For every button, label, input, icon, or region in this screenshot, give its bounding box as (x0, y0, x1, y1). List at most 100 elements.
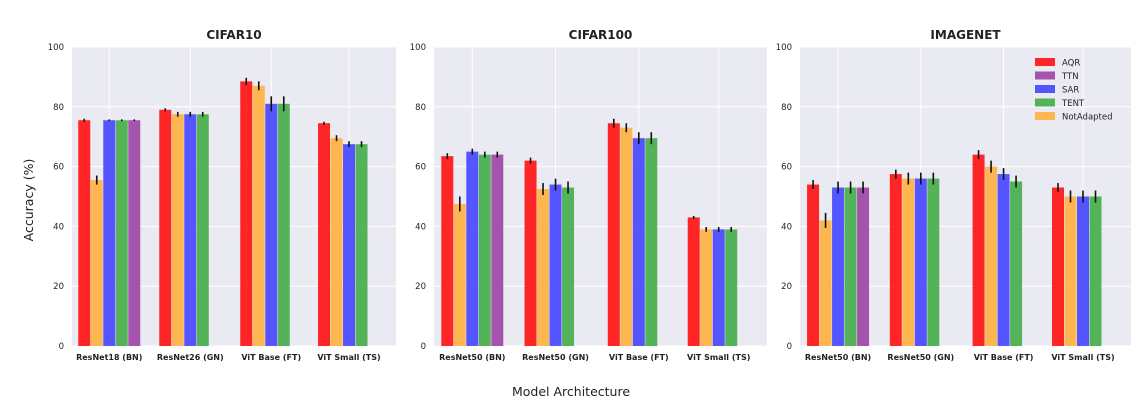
bar-aqr (441, 156, 454, 346)
bar-tent (196, 114, 209, 347)
y-tick-label: 0 (787, 342, 792, 352)
legend: AQR TTN SAR TENT NotAdapted (1035, 58, 1113, 123)
bar-aqr (889, 174, 902, 346)
bar-notadapted (902, 178, 915, 346)
x-tick-label: ViT Base (FT) (609, 353, 669, 362)
y-tick-label: 100 (410, 43, 426, 53)
legend-swatch-aqr (1035, 58, 1055, 66)
y-tick-label: 0 (59, 342, 64, 352)
bar-ttn (128, 120, 141, 346)
x-tick-label: ViT Small (TS) (687, 353, 750, 362)
bar-aqr (524, 160, 537, 346)
y-tick-label: 20 (53, 282, 64, 292)
y-tick-label: 40 (415, 222, 426, 232)
bar-notadapted (453, 203, 466, 346)
y-tick-label: 20 (415, 282, 426, 292)
bar-notadapted (985, 166, 998, 346)
panel-cifar100: 0 20 40 60 80 100 ResNet50 (BN) ResNet50 (GN) Vi… (410, 28, 767, 362)
bar-sar (549, 184, 562, 346)
bar-aqr (159, 109, 172, 346)
bar-tent (725, 229, 738, 346)
bar-tent (562, 187, 575, 346)
y-tick-label: 100 (776, 43, 792, 53)
x-tick-label: ResNet50 (BN) (805, 353, 871, 362)
x-tick-label: ResNet50 (BN) (439, 353, 505, 362)
bar-sar (184, 114, 197, 347)
bar-tent (1089, 196, 1102, 346)
bar-tent (277, 103, 290, 346)
bar-aqr (240, 81, 253, 346)
x-tick-label: ViT Base (FT) (241, 353, 301, 362)
bar-aqr (807, 184, 820, 346)
bar-sar (343, 144, 356, 346)
x-tick-label: ResNet50 (GN) (522, 353, 589, 362)
panel-title: CIFAR10 (206, 28, 261, 42)
bar-sar (103, 120, 116, 346)
bar-notadapted (171, 114, 184, 347)
legend-swatch-notadapted (1035, 112, 1055, 120)
x-tick-label: ResNet18 (BN) (76, 353, 142, 362)
x-tick-label: ResNet26 (GN) (157, 353, 224, 362)
bar-tent (844, 187, 857, 346)
y-tick-label: 20 (781, 282, 792, 292)
legend-label-notadapted: NotAdapted (1062, 113, 1113, 123)
legend-label-tent: TENT (1061, 99, 1085, 109)
bar-aqr (318, 123, 331, 347)
legend-swatch-ttn (1035, 71, 1055, 80)
bar-notadapted (90, 180, 103, 346)
y-tick-label: 40 (53, 222, 64, 232)
bar-notadapted (1064, 196, 1077, 346)
bar-sar (712, 229, 725, 346)
bar-ttn (491, 154, 504, 346)
bar-notadapted (700, 229, 713, 346)
bar-sar (997, 174, 1010, 346)
bar-tent (645, 138, 658, 346)
y-tick-label: 60 (781, 163, 792, 173)
legend-label-aqr: AQR (1062, 59, 1080, 69)
y-tick-label: 40 (781, 222, 792, 232)
bar-sar (1077, 196, 1090, 346)
panel-cifar10: 0 20 40 60 80 100 ResNet18 (BN) ResNet26 (GN) Vi… (48, 28, 396, 362)
bar-tent (927, 178, 940, 346)
bar-aqr (1052, 187, 1065, 346)
panel-imagenet: 0 20 40 60 80 100 ResNet50 (BN) ResNet50 (GN) Vi… (776, 28, 1131, 362)
bar-tent (478, 154, 491, 346)
legend-swatch-sar (1035, 85, 1055, 93)
bar-notadapted (819, 220, 832, 346)
bar-tent (115, 120, 128, 346)
y-tick-label: 60 (415, 163, 426, 173)
bar-sar (632, 138, 645, 346)
bar-sar (466, 151, 479, 346)
panel-title: IMAGENET (930, 28, 1001, 42)
bar-aqr (607, 123, 620, 347)
y-tick-label: 80 (781, 103, 792, 113)
bar-notadapted (252, 85, 265, 347)
y-axis-label: Accuracy (%) (21, 159, 36, 242)
legend-label-sar: SAR (1062, 86, 1079, 96)
bar-tent (355, 144, 368, 346)
bar-sar (914, 178, 927, 346)
bar-ttn (857, 187, 870, 346)
x-tick-label: ViT Base (FT) (974, 353, 1034, 362)
bar-notadapted (620, 127, 633, 346)
y-tick-label: 60 (53, 163, 64, 173)
legend-label-ttn: TTN (1061, 72, 1079, 82)
x-tick-label: ViT Small (TS) (317, 353, 380, 362)
bar-notadapted (330, 138, 343, 346)
bar-sar (832, 187, 845, 346)
bar-tent (1010, 181, 1023, 346)
y-tick-label: 100 (48, 43, 64, 53)
y-tick-label: 80 (415, 103, 426, 113)
bar-aqr (687, 217, 700, 346)
x-axis-label: Model Architecture (512, 384, 630, 399)
bar-notadapted (537, 189, 550, 346)
y-tick-label: 0 (421, 342, 426, 352)
x-tick-label: ResNet50 (GN) (887, 353, 954, 362)
x-tick-label: ViT Small (TS) (1051, 353, 1114, 362)
bar-aqr (972, 154, 985, 346)
y-tick-label: 80 (53, 103, 64, 113)
legend-swatch-tent (1035, 98, 1055, 107)
bar-sar (265, 103, 278, 346)
bar-aqr (78, 120, 91, 346)
